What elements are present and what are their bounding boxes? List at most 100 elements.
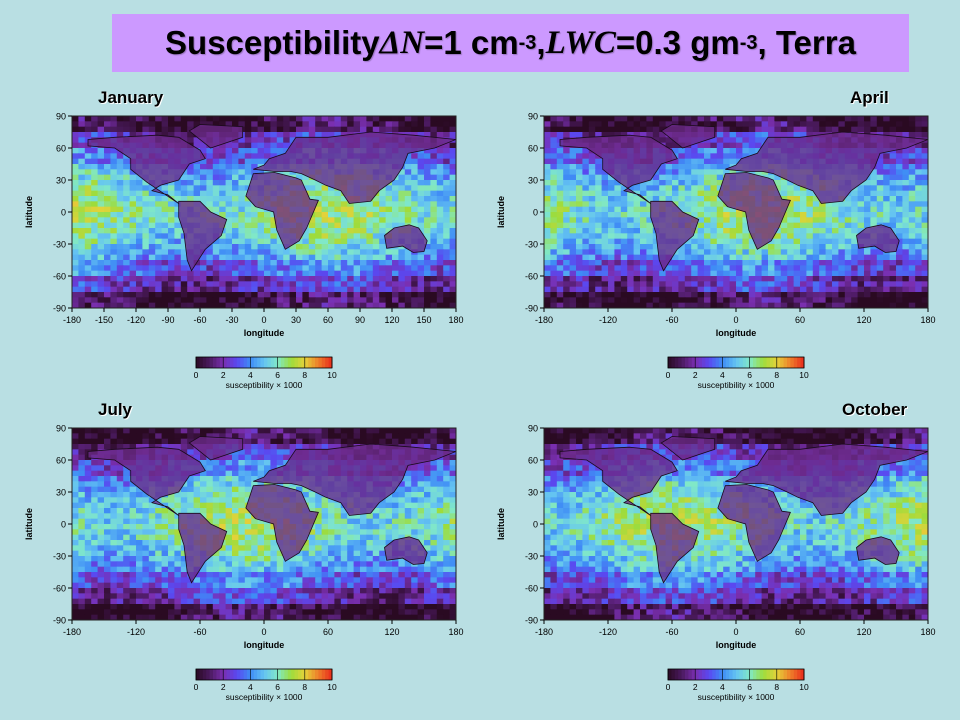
month-label-april: April xyxy=(850,88,889,107)
colorbar-tick-label: 2 xyxy=(693,370,698,380)
x-tick-label: 180 xyxy=(920,627,935,637)
page-title: Susceptibility ΔN =1 cm -3, LWC =0.3 gm -3, … xyxy=(112,14,909,72)
colorbar-tick-label: 10 xyxy=(327,370,337,380)
heatmap-field xyxy=(544,116,928,308)
heatmap-field xyxy=(72,428,456,620)
month-label-january: January xyxy=(98,88,164,107)
colorbar-tick-label: 4 xyxy=(720,682,725,692)
land-outline xyxy=(245,172,319,250)
y-tick-label: -90 xyxy=(53,304,66,314)
y-tick-label: 30 xyxy=(56,176,66,186)
title-part4: =0.3 gm xyxy=(615,24,740,61)
x-tick-label: 0 xyxy=(261,315,266,325)
y-tick-label: -60 xyxy=(525,272,538,282)
y-tick-label: 60 xyxy=(528,456,538,466)
heatmap-field xyxy=(72,116,456,308)
y-axis-label: latitude xyxy=(24,196,34,228)
land-outline xyxy=(660,124,716,149)
land-outline xyxy=(87,446,206,516)
title-lwc: LWC xyxy=(545,24,616,61)
colorbar-tick-label: 10 xyxy=(327,682,337,692)
title-delta-n: ΔN xyxy=(379,24,425,61)
colorbar-tick-label: 6 xyxy=(275,370,280,380)
colorbar: 0 2 4 6 8 10 susceptibility × 1000 xyxy=(666,356,809,390)
x-tick-label: -30 xyxy=(225,315,238,325)
land-outline xyxy=(717,484,791,562)
x-tick-label: 30 xyxy=(291,315,301,325)
x-tick-label: -150 xyxy=(95,315,113,325)
land-outline xyxy=(178,512,228,584)
y-tick-label: 90 xyxy=(56,424,66,434)
colorbar-tick-label: 0 xyxy=(194,370,199,380)
x-axis-label: longitude xyxy=(716,640,757,650)
x-tick-label: -120 xyxy=(599,315,617,325)
x-tick-label: -120 xyxy=(127,315,145,325)
x-tick-label: -180 xyxy=(535,627,553,637)
colorbar-label: susceptibility × 1000 xyxy=(698,380,775,390)
colorbar-tick-label: 8 xyxy=(774,682,779,692)
y-tick-label: -30 xyxy=(53,552,66,562)
y-tick-label: 90 xyxy=(56,112,66,122)
y-tick-label: -30 xyxy=(53,240,66,250)
colorbar-tick-label: 0 xyxy=(194,682,199,692)
colorbar-tick-label: 8 xyxy=(302,682,307,692)
colorbar-tick-label: 6 xyxy=(747,682,752,692)
x-tick-label: 60 xyxy=(323,315,333,325)
title-part3: , xyxy=(536,24,546,61)
land-outline xyxy=(856,536,900,565)
y-axis-label: latitude xyxy=(496,508,506,540)
x-tick-label: 120 xyxy=(384,627,399,637)
x-tick-label: 120 xyxy=(856,627,871,637)
land-outline xyxy=(188,124,244,149)
y-tick-label: 60 xyxy=(528,144,538,154)
land-outline xyxy=(245,484,319,562)
y-tick-label: 90 xyxy=(528,424,538,434)
land-outline xyxy=(559,446,678,516)
colorbar: 0 2 4 6 8 10 susceptibility × 1000 xyxy=(194,356,337,390)
colorbar-tick-label: 0 xyxy=(666,370,671,380)
land-outline xyxy=(384,536,428,565)
colorbar-label: susceptibility × 1000 xyxy=(226,380,303,390)
colorbar-tick-label: 10 xyxy=(799,682,809,692)
x-tick-label: -120 xyxy=(127,627,145,637)
colorbar-tick-label: 4 xyxy=(248,370,253,380)
land-outline xyxy=(725,131,928,204)
x-tick-label: -60 xyxy=(193,627,206,637)
colorbar-tick-label: 8 xyxy=(774,370,779,380)
y-tick-label: 30 xyxy=(528,176,538,186)
x-tick-label: 0 xyxy=(733,315,738,325)
colorbar-label: susceptibility × 1000 xyxy=(698,692,775,702)
colorbar-tick-label: 10 xyxy=(799,370,809,380)
x-tick-label: -90 xyxy=(161,315,174,325)
heatmap-field xyxy=(544,428,928,620)
x-tick-label: 180 xyxy=(448,315,463,325)
colorbar-tick-label: 0 xyxy=(666,682,671,692)
x-tick-label: -60 xyxy=(193,315,206,325)
land-outline xyxy=(725,443,928,516)
y-tick-label: 0 xyxy=(533,208,538,218)
y-axis-label: latitude xyxy=(24,508,34,540)
land-outline xyxy=(650,200,700,272)
x-tick-label: -180 xyxy=(63,315,81,325)
land-outline xyxy=(253,443,456,516)
x-tick-label: -120 xyxy=(599,627,617,637)
colorbar-tick-label: 2 xyxy=(693,682,698,692)
x-axis-label: longitude xyxy=(244,328,285,338)
x-tick-label: -180 xyxy=(535,315,553,325)
x-tick-label: -60 xyxy=(665,627,678,637)
y-tick-label: 90 xyxy=(528,112,538,122)
land-outline xyxy=(87,134,206,204)
y-tick-label: 0 xyxy=(533,520,538,530)
y-tick-label: -60 xyxy=(53,272,66,282)
land-outline xyxy=(559,134,678,204)
colorbar: 0 2 4 6 8 10 susceptibility × 1000 xyxy=(666,668,809,702)
colorbar-tick-label: 2 xyxy=(221,370,226,380)
title-part5: , Terra xyxy=(757,24,856,61)
colorbar-tick-label: 6 xyxy=(275,682,280,692)
y-tick-label: -90 xyxy=(53,616,66,626)
colorbar-tick-label: 6 xyxy=(747,370,752,380)
colorbar-tick-label: 4 xyxy=(248,682,253,692)
